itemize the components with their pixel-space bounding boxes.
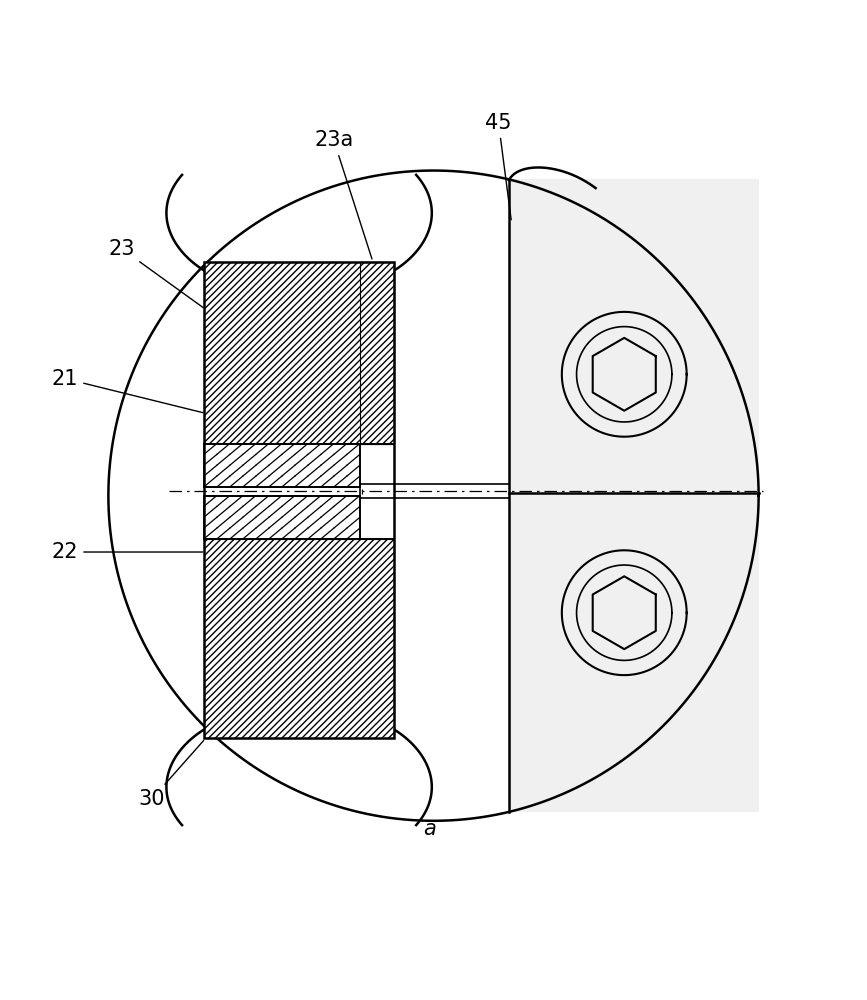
Text: 30: 30 — [139, 741, 204, 809]
Polygon shape — [509, 493, 759, 812]
Polygon shape — [204, 262, 394, 444]
Text: a: a — [423, 819, 435, 839]
Polygon shape — [204, 539, 394, 738]
Polygon shape — [509, 179, 759, 493]
Polygon shape — [204, 444, 360, 487]
Polygon shape — [360, 262, 394, 444]
Polygon shape — [204, 487, 394, 496]
Polygon shape — [204, 496, 360, 539]
Text: 23: 23 — [108, 239, 203, 308]
Text: 23a: 23a — [314, 130, 372, 259]
Polygon shape — [204, 262, 394, 738]
Text: 45: 45 — [486, 113, 512, 220]
Text: 21: 21 — [52, 369, 203, 413]
Text: 22: 22 — [52, 542, 203, 562]
